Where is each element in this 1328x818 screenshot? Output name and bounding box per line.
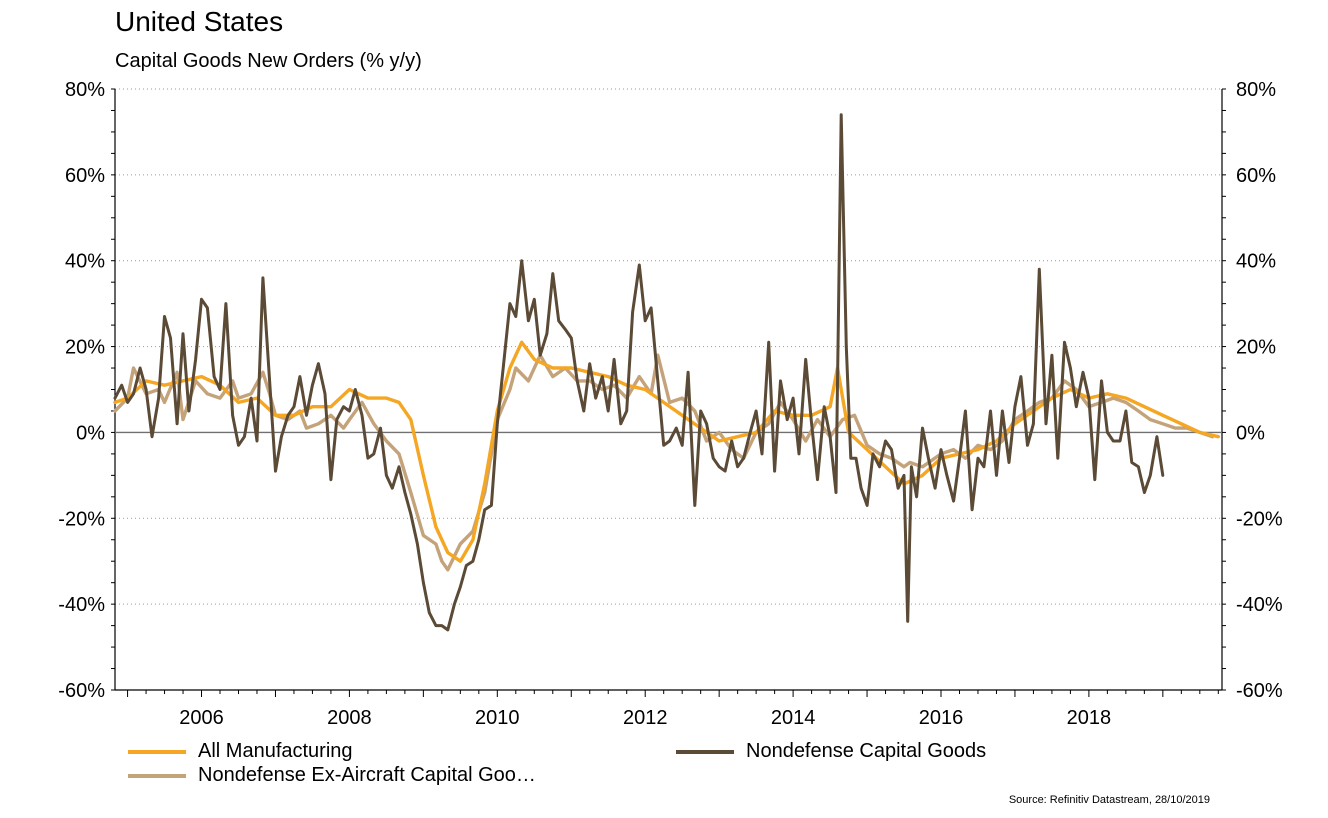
- legend-item-nondefense-ex-aircraft: Nondefense Ex-Aircraft Capital Goo…: [128, 764, 536, 787]
- x-tick-label: 2006: [179, 707, 224, 729]
- y-tick-label-left: 0%: [76, 422, 105, 444]
- legend-swatch-nondefense-capital-goods: [676, 749, 734, 754]
- y-tick-label-right: -60%: [1236, 680, 1283, 702]
- y-tick-label-left: 60%: [65, 165, 105, 187]
- x-tick-label: 2016: [919, 707, 964, 729]
- chart-title: United States: [115, 6, 284, 37]
- legend-item-nondefense-capital-goods: Nondefense Capital Goods: [676, 740, 986, 763]
- series-line-nondefense-capital-goods: [113, 113, 1165, 632]
- legend-label-all-manufacturing: All Manufacturing: [198, 740, 353, 762]
- y-tick-label-left: -40%: [58, 594, 105, 616]
- y-tick-label-right: 20%: [1236, 337, 1276, 359]
- y-tick-label-right: 80%: [1236, 79, 1276, 101]
- y-tick-label-right: 0%: [1236, 422, 1265, 444]
- legend-label-nondefense-ex-aircraft: Nondefense Ex-Aircraft Capital Goo…: [198, 764, 536, 786]
- y-tick-label-right: 40%: [1236, 251, 1276, 273]
- y-tick-label-right: -20%: [1236, 508, 1283, 530]
- legend-swatch-all-manufacturing: [128, 749, 186, 754]
- y-tick-label-left: 80%: [65, 79, 105, 101]
- y-tick-label-right: 60%: [1236, 165, 1276, 187]
- x-tick-label: 2008: [327, 707, 372, 729]
- y-tick-label-right: -40%: [1236, 594, 1283, 616]
- x-tick-label: 2018: [1067, 707, 1112, 729]
- y-tick-label-left: 40%: [65, 251, 105, 273]
- y-tick-label-left: -20%: [58, 508, 105, 530]
- source-note: Source: Refinitiv Datastream, 28/10/2019: [1008, 794, 1210, 806]
- y-tick-label-left: 20%: [65, 337, 105, 359]
- legend-swatch-nondefense-ex-aircraft: [128, 773, 186, 778]
- y-tick-label-left: -60%: [58, 680, 105, 702]
- legend-label-nondefense-capital-goods: Nondefense Capital Goods: [746, 740, 987, 762]
- x-tick-label: 2012: [623, 707, 668, 729]
- chart-subtitle: Capital Goods New Orders (% y/y): [115, 50, 422, 72]
- legend-item-all-manufacturing: All Manufacturing: [128, 740, 353, 763]
- x-tick-label: 2010: [475, 707, 520, 729]
- x-tick-label: 2014: [771, 707, 816, 729]
